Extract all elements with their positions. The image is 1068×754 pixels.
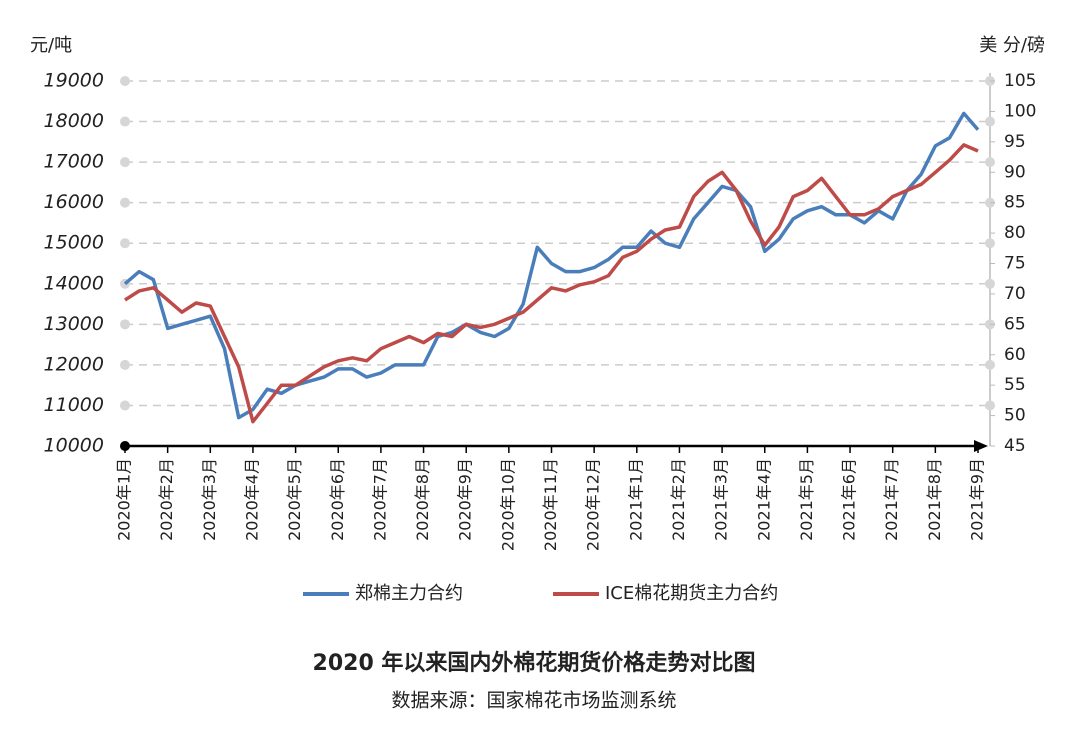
y-tick-label: 12000 [44,353,104,375]
y2-tick-label: 105 [1004,71,1036,91]
legend-label: 郑棉主力合约 [355,583,463,604]
x-tick-label: 2020年1月 [115,458,134,541]
x-tick-label: 2021年5月 [797,458,816,541]
grid-dot [985,278,995,289]
x-axis-arrow [974,440,988,452]
grid-dot [120,359,130,370]
x-tick-label: 2021年6月 [840,458,859,541]
y2-axis-label: 美 分/磅 [979,35,1045,56]
y-tick-label: 10000 [44,435,104,457]
y2-tick-label: 85 [1004,193,1026,213]
y-tick-label: 16000 [44,191,104,213]
x-tick-label: 2020年4月 [242,458,261,541]
legend-label: ICE棉花期货主力合约 [605,583,778,604]
chart-title: 2020 年以来国内外棉花期货价格走势对比图 [313,650,756,676]
y2-tick-label: 45 [1004,436,1026,456]
x-tick-label: 2020年10月 [498,458,517,551]
x-tick-label: 2020年3月 [200,458,219,541]
y2-tick-label: 60 [1004,345,1026,365]
x-tick-label: 2020年2月 [157,458,176,541]
y-tick-label: 17000 [44,151,104,173]
series-line [124,143,979,424]
x-tick-label: 2020年7月 [370,458,389,541]
series-line [123,111,980,420]
y2-tick-label: 65 [1004,314,1026,334]
y2-tick-label: 75 [1004,254,1026,274]
y2-tick-label: 70 [1004,284,1026,304]
grid-dot [120,157,130,168]
y-tick-label: 18000 [44,110,104,132]
grid-dot [120,400,130,411]
y-tick-label: 15000 [44,232,104,254]
grid-dot [120,76,130,86]
y2-tick-label: 80 [1004,223,1026,243]
grid-dot [120,238,130,249]
y2-tick-label: 100 [1004,101,1036,121]
grid-dot [120,319,130,330]
x-tick-label: 2020年9月 [456,458,475,541]
grid-dot [985,400,995,411]
x-tick-label: 2020年11月 [541,458,560,551]
x-tick-label: 2020年5月 [285,458,304,541]
y2-tick-label: 90 [1004,162,1026,182]
x-tick-label: 2021年3月 [712,458,731,541]
x-tick-label: 2020年12月 [584,458,603,551]
x-tick-label: 2020年6月 [328,458,347,541]
y-tick-label: 13000 [44,313,104,335]
x-tick-label: 2021年4月 [754,458,773,541]
y-axis-label: 元/吨 [30,35,72,56]
grid-dot [120,116,130,127]
grid-dot [985,238,995,249]
x-tick-label: 2020年8月 [413,458,432,541]
grid-dot [985,157,995,168]
grid-dot [985,116,995,127]
x-tick-label: 2021年9月 [968,458,987,541]
grid-dot [985,359,995,370]
y-tick-label: 19000 [44,70,104,92]
x-tick-label: 2021年7月 [882,458,901,541]
y2-tick-label: 50 [1004,406,1026,426]
x-tick-label: 2021年1月 [626,458,645,541]
y-tick-label: 11000 [44,394,104,416]
x-tick-label: 2021年2月 [669,458,688,541]
y2-tick-label: 55 [1004,375,1026,395]
chart-subtitle: 数据来源：国家棉花市场监测系统 [391,690,676,712]
y-tick-label: 14000 [44,272,104,294]
x-tick-label: 2021年8月 [925,458,944,541]
grid-dot [120,197,130,208]
y2-tick-label: 95 [1004,132,1026,152]
